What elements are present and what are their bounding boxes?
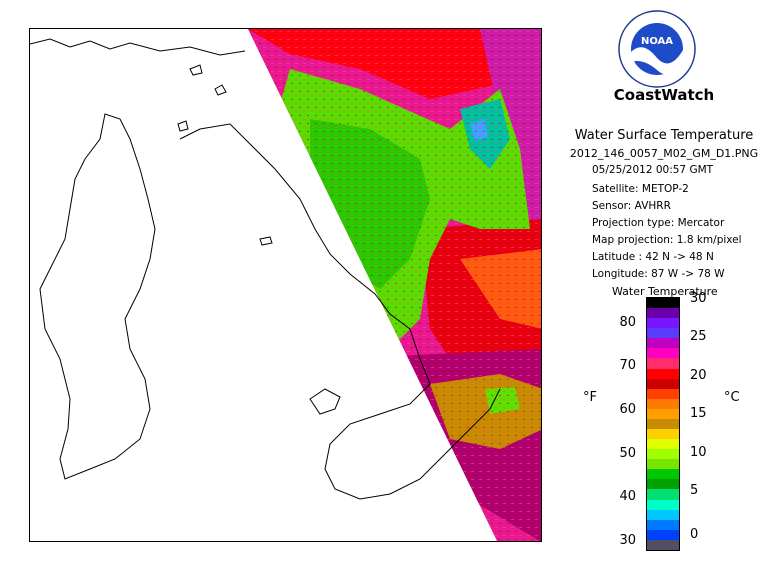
c-tick: 25 bbox=[690, 329, 707, 344]
satellite-label: Satellite: METOP-2 bbox=[592, 183, 689, 195]
colorbar-swatch bbox=[647, 308, 679, 319]
longitude-range: Longitude: 87 W -> 78 W bbox=[592, 268, 725, 280]
legend-title: Water Temperature bbox=[612, 285, 718, 298]
file-name: 2012_146_0057_M02_GM_D1.PNG bbox=[569, 147, 759, 160]
colorbar-swatch bbox=[647, 408, 679, 419]
map-projection: Map projection: 1.8 km/pixel bbox=[592, 234, 742, 246]
f-tick: 60 bbox=[619, 402, 636, 417]
colorbar-swatch bbox=[647, 479, 679, 490]
colorbar-swatch bbox=[647, 489, 679, 500]
colorbar-swatch bbox=[647, 509, 679, 520]
c-tick: 0 bbox=[690, 527, 699, 542]
noaa-logo: NOAA bbox=[618, 10, 696, 88]
colorbar-swatch bbox=[647, 368, 679, 379]
unit-fahrenheit: °F bbox=[583, 390, 597, 405]
colorbar-swatch bbox=[647, 348, 679, 359]
colorbar-swatch bbox=[647, 499, 679, 510]
date-time: 05/25/2012 00:57 GMT bbox=[592, 164, 714, 176]
c-tick: 15 bbox=[690, 406, 707, 421]
colorbar-swatch bbox=[647, 358, 679, 369]
satellite-swath bbox=[248, 29, 541, 541]
projection-type: Projection type: Mercator bbox=[592, 217, 725, 229]
product-title: Water Surface Temperature bbox=[574, 128, 754, 143]
colorbar-swatch bbox=[647, 328, 679, 339]
coastlines bbox=[30, 38, 501, 500]
colorbar-swatch bbox=[647, 469, 679, 480]
sensor-label: Sensor: AVHRR bbox=[592, 200, 671, 212]
c-tick: 10 bbox=[690, 445, 707, 460]
colorbar-swatch bbox=[647, 318, 679, 329]
colorbar-swatch bbox=[647, 398, 679, 409]
colorbar-swatch bbox=[647, 449, 679, 460]
colorbar-swatch bbox=[647, 539, 679, 550]
f-tick: 40 bbox=[619, 489, 636, 504]
brand-title: CoastWatch bbox=[613, 86, 715, 104]
f-tick: 30 bbox=[619, 533, 636, 548]
temperature-colorbar bbox=[646, 297, 680, 551]
c-tick: 30 bbox=[690, 291, 707, 306]
c-tick: 5 bbox=[690, 483, 699, 498]
colorbar-swatch bbox=[647, 529, 679, 540]
colorbar-swatch bbox=[647, 519, 679, 530]
unit-celsius: °C bbox=[724, 390, 740, 405]
colorbar-swatch bbox=[647, 418, 679, 430]
sst-map-image bbox=[30, 29, 541, 541]
f-tick: 80 bbox=[619, 315, 636, 330]
f-tick: 70 bbox=[619, 358, 636, 373]
colorbar-swatch bbox=[647, 388, 679, 399]
colorbar-swatch bbox=[647, 298, 679, 309]
latitude-range: Latitude : 42 N -> 48 N bbox=[592, 251, 714, 263]
colorbar-swatch bbox=[647, 439, 679, 450]
colorbar-swatch bbox=[647, 378, 679, 389]
sst-map bbox=[29, 28, 542, 542]
f-tick: 50 bbox=[619, 446, 636, 461]
colorbar-swatch bbox=[647, 338, 679, 349]
c-tick: 20 bbox=[690, 368, 707, 383]
svg-text:NOAA: NOAA bbox=[641, 36, 673, 47]
colorbar-swatch bbox=[647, 429, 679, 440]
colorbar-swatch bbox=[647, 459, 679, 470]
